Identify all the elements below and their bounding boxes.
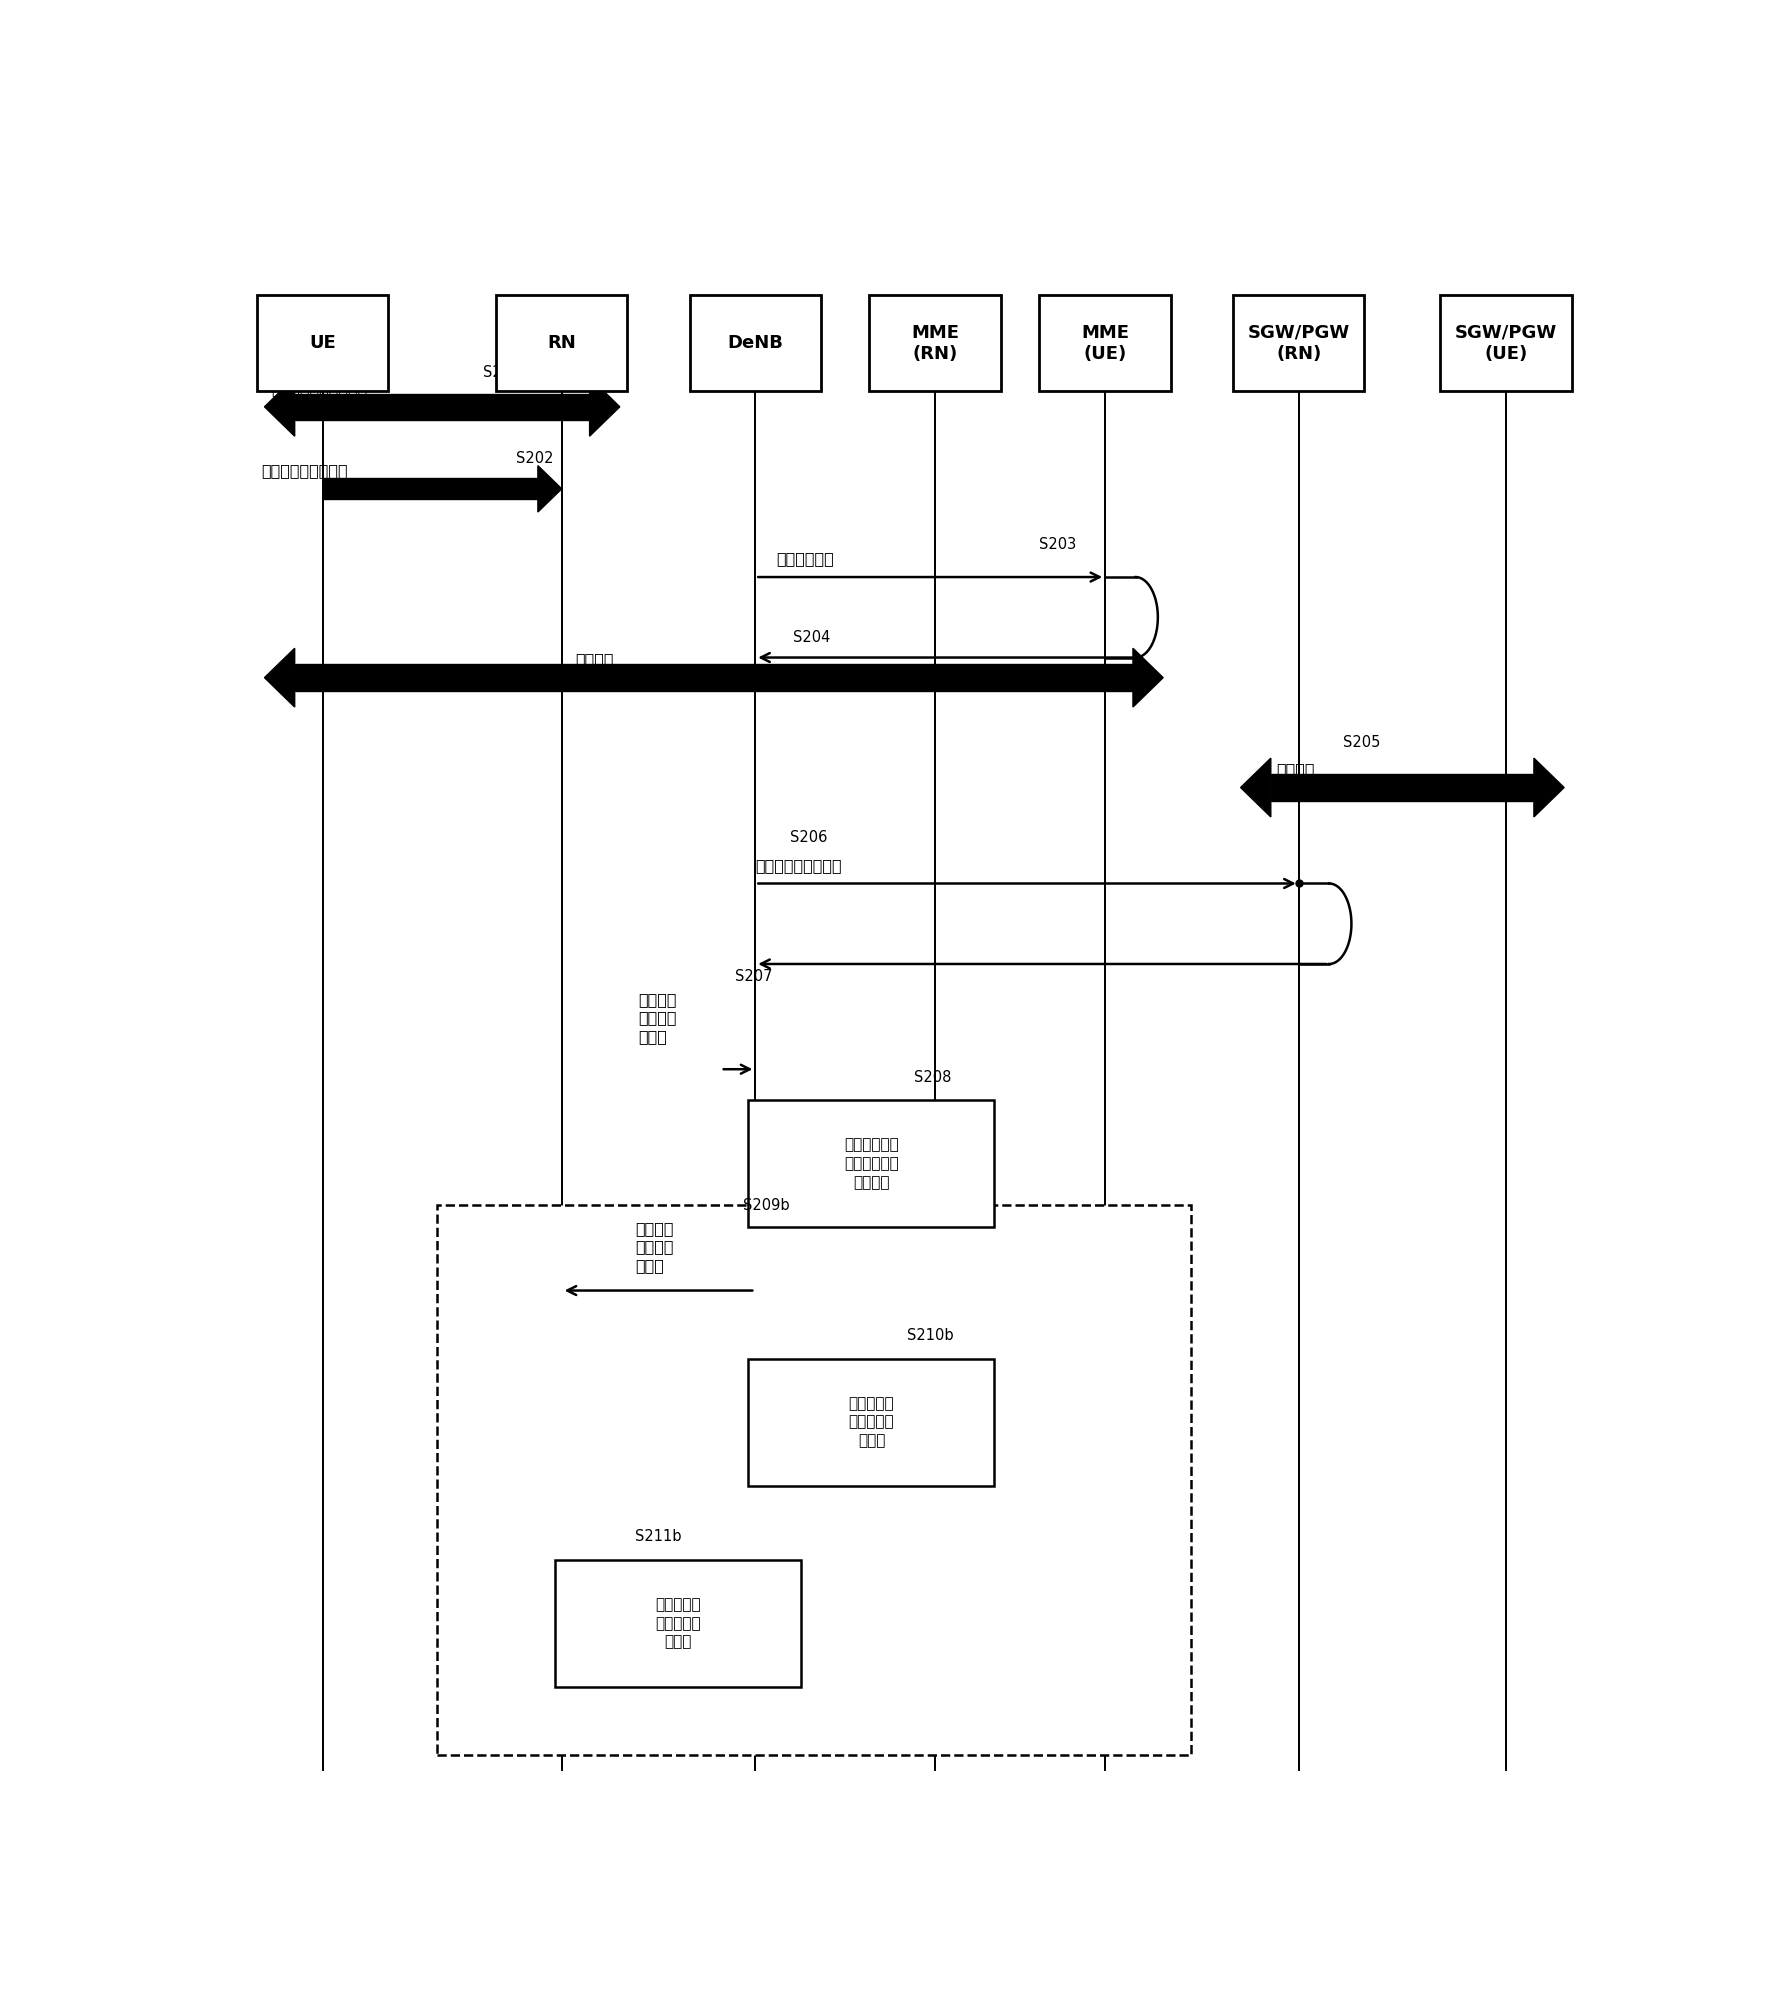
Bar [257,295,389,392]
Text: 建立承载: 建立承载 [1277,762,1315,776]
Text: S209b: S209b [742,1198,790,1214]
Bar [749,1099,994,1226]
Bar [749,1359,994,1485]
Bar [437,1206,1192,1755]
Polygon shape [1270,774,1534,800]
Text: 上行数据
传输速率
控制値: 上行数据 传输速率 控制値 [635,1220,674,1272]
Polygon shape [589,378,619,436]
Polygon shape [1534,758,1565,816]
Polygon shape [1240,758,1270,816]
Text: S202: S202 [516,450,553,466]
Text: MME
(RN): MME (RN) [912,324,960,362]
Text: UE: UE [309,334,335,352]
Text: 对上行数据
传输速率进
行控制: 对上行数据 传输速率进 行控制 [655,1598,701,1650]
Polygon shape [1133,649,1163,708]
Polygon shape [264,649,294,708]
Text: 初始终端消息: 初始终端消息 [776,551,833,567]
Text: SGW/PGW
(RN): SGW/PGW (RN) [1247,324,1350,362]
Polygon shape [264,378,294,436]
Text: 建立无线资源控制连接: 建立无线资源控制连接 [271,382,368,396]
Bar [1440,295,1572,392]
Text: S206: S206 [790,830,828,844]
Bar [1233,295,1365,392]
Text: SGW/PGW
(UE): SGW/PGW (UE) [1456,324,1557,362]
Text: S201: S201 [483,366,521,380]
Text: S207: S207 [735,969,772,985]
Text: S203: S203 [1038,537,1076,553]
Polygon shape [294,665,1133,691]
Bar [1040,295,1170,392]
Text: 对下行数据
传输速率进
行控制: 对下行数据 传输速率进 行控制 [849,1397,894,1447]
Polygon shape [539,466,562,513]
Text: MME
(UE): MME (UE) [1081,324,1129,362]
Text: 终端聚合
最大比特
率信息: 终端聚合 最大比特 率信息 [639,991,676,1043]
Text: S208: S208 [915,1069,951,1085]
Bar [690,295,821,392]
Text: DeNB: DeNB [728,334,783,352]
Text: RN: RN [548,334,576,352]
Bar [496,295,628,392]
Text: 鉴权认证: 鉴权认证 [576,651,614,667]
Text: S210b: S210b [908,1329,954,1343]
Text: 计算上行、下
行数据传输速
率控制値: 计算上行、下 行数据传输速 率控制値 [844,1138,899,1190]
Polygon shape [323,478,539,498]
Polygon shape [294,394,589,420]
Text: S205: S205 [1343,736,1381,750]
Bar [869,295,1001,392]
Text: 附着请求或业务修改: 附着请求或业务修改 [262,462,348,478]
Text: S211b: S211b [635,1530,681,1544]
Text: S204: S204 [792,631,830,645]
Bar [555,1560,801,1686]
Text: 终端上下文建立请求: 终端上下文建立请求 [755,858,842,872]
